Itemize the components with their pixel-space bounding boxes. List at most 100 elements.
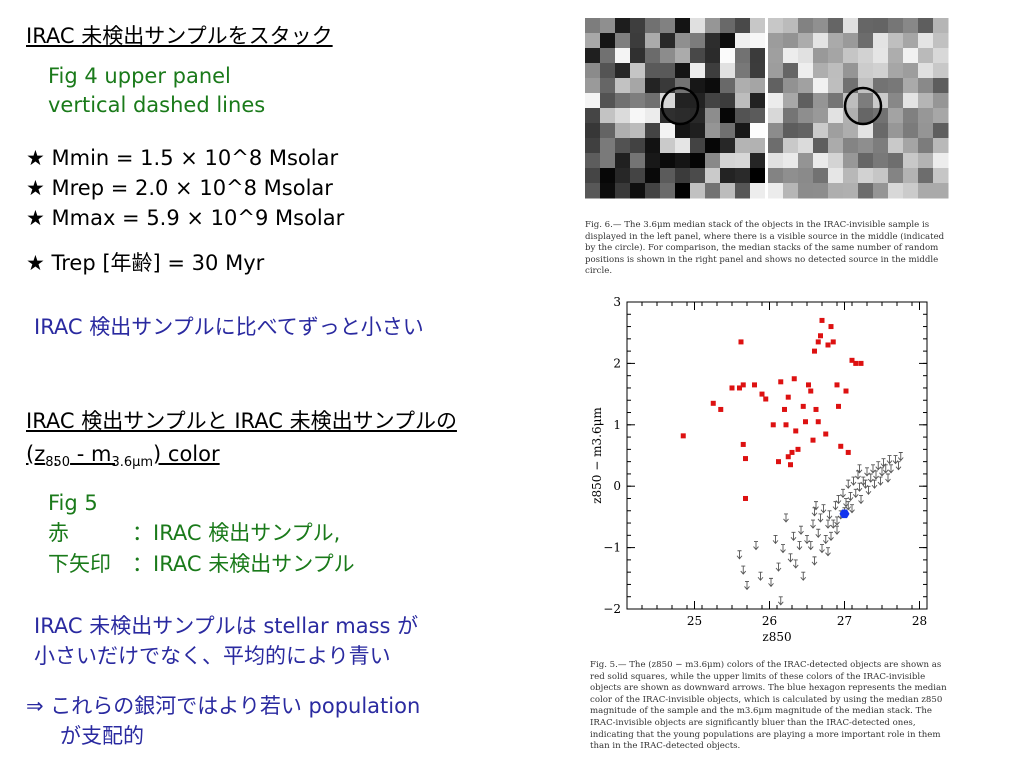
detected-point [782, 406, 787, 412]
pixel-cell [783, 108, 799, 124]
pixel-cell [615, 63, 631, 79]
pixel-cell [720, 93, 736, 109]
upper-limit-arrow [817, 513, 824, 523]
note-much-smaller: IRAC 検出サンプルに比べてずっと小さい [34, 315, 424, 339]
pixel-cell [813, 123, 829, 139]
upper-limit-arrow [885, 473, 891, 483]
pixel-cell [918, 93, 934, 109]
detected-point [740, 382, 746, 388]
upper-limit-arrow [740, 565, 747, 575]
pixel-cell [903, 63, 919, 79]
pixel-cell [873, 168, 889, 184]
pixel-cell [735, 48, 751, 64]
upper-limit-arrow [796, 541, 803, 551]
pixel-cell [600, 153, 616, 169]
pixel-cell [675, 123, 691, 139]
pixel-cell [873, 138, 889, 154]
source-circle-right [843, 86, 883, 126]
pixel-cell [873, 33, 889, 49]
upper-limit-arrow [843, 498, 849, 508]
pixel-cell [783, 168, 799, 184]
upper-limit-arrow [810, 519, 816, 529]
pixel-cell [873, 18, 889, 34]
pixel-cell [768, 183, 784, 199]
detected-point [830, 339, 836, 345]
pixel-cell [645, 93, 661, 109]
pixel-cell [828, 108, 844, 124]
pixel-cell [933, 63, 949, 79]
pixel-cell [645, 153, 661, 169]
pixel-cell [660, 33, 676, 49]
pixel-cell [735, 108, 751, 124]
pixel-cell [858, 63, 874, 79]
pixel-cell [615, 138, 631, 154]
pixel-cell [720, 33, 736, 49]
pixel-cell [933, 153, 949, 169]
upper-limit-arrow [798, 525, 804, 535]
upper-limit-arrow [875, 461, 882, 471]
pixel-cell [585, 78, 601, 94]
detected-point [791, 376, 797, 382]
pixel-cell [750, 183, 766, 199]
pixel-cell [888, 63, 904, 79]
pixel-cell [735, 18, 751, 34]
pixel-cell [828, 78, 844, 94]
upper-limit-arrow [858, 495, 864, 505]
axis-tick-labels: 25 26 27 28 −2 −1 0 1 2 3 [603, 295, 927, 628]
detected-point [815, 419, 821, 425]
pixel-cell [600, 18, 616, 34]
pixel-cell [843, 138, 859, 154]
pixel-cell [645, 168, 661, 184]
pixel-cell [585, 108, 601, 124]
upper-limit-arrow [744, 580, 750, 591]
upper-limit-arrow [882, 464, 889, 474]
pixel-cell [858, 153, 874, 169]
pixel-cell [585, 123, 601, 139]
pixel-cell [705, 168, 721, 184]
y-tick-label: 3 [613, 295, 621, 309]
pixel-cell [843, 48, 859, 64]
pixel-cell [888, 183, 904, 199]
detected-point [740, 441, 746, 447]
pixel-cell [903, 168, 919, 184]
upper-limit-arrow [822, 534, 829, 545]
pixel-cell [933, 93, 949, 109]
detected-point [853, 360, 859, 366]
pixel-cell [873, 78, 889, 94]
median-hexagon [839, 509, 850, 519]
upper-limit-arrow [780, 544, 786, 554]
pixel-cell [813, 48, 829, 64]
pixel-cell [828, 63, 844, 79]
upper-limit-arrow [873, 470, 879, 480]
pixel-cell [645, 33, 661, 49]
upper-limit-arrow [850, 476, 857, 486]
pixel-cell [903, 78, 919, 94]
pixel-cell [783, 183, 799, 199]
detected-point [770, 422, 776, 428]
pixel-cell [918, 18, 934, 34]
pixel-cell [690, 48, 706, 64]
pixel-cell [903, 33, 919, 49]
pixel-cell [720, 63, 736, 79]
upper-limit-arrow [820, 504, 827, 514]
pixel-cell [735, 153, 751, 169]
pixel-cell [600, 63, 616, 79]
pixel-cell [675, 63, 691, 79]
x-tick-label: 26 [762, 614, 777, 628]
detected-point [783, 422, 789, 428]
pixel-cell [918, 63, 934, 79]
upper-limit-arrow [895, 461, 902, 471]
fig5-red-legend: 赤：IRAC 検出サンプル, [48, 521, 341, 545]
pixel-cell [933, 168, 949, 184]
pixel-cell [750, 63, 766, 79]
note-bluer-line2: 小さいだけでなく、平均的により青い [34, 644, 391, 668]
pixel-cell [660, 183, 676, 199]
pixel-cell [828, 93, 844, 109]
pixel-cell [798, 93, 814, 109]
upper-limit-arrow [792, 559, 799, 569]
pixel-cell [675, 18, 691, 34]
pixel-cell [828, 138, 844, 154]
detected-point [812, 348, 817, 354]
pixel-cell [690, 18, 706, 34]
pixel-cell [888, 33, 904, 49]
